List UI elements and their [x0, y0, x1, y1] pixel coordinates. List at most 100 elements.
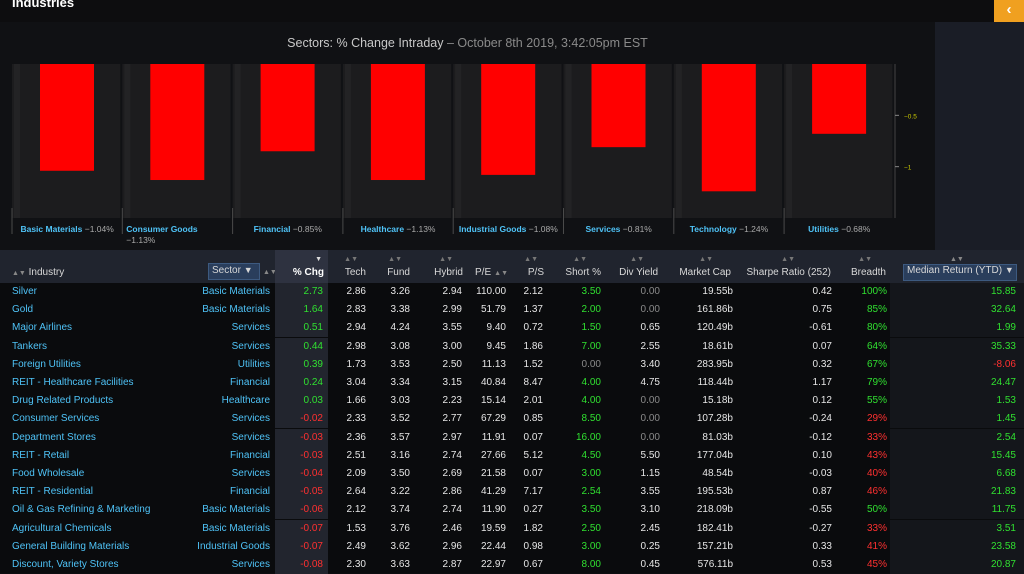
col-header-ps[interactable]: ▲▼ P/S — [524, 256, 544, 278]
pe-cell: 15.14 — [480, 395, 506, 407]
col-header-short[interactable]: ▲▼ Short % — [565, 256, 601, 278]
industry-link[interactable]: Gold — [12, 304, 34, 316]
hybrid-cell: 2.97 — [442, 431, 462, 443]
breadth-cell: 79% — [866, 377, 887, 388]
sharpe-cell: -0.24 — [809, 413, 832, 425]
tech-cell: 2.86 — [346, 286, 366, 297]
industry-link[interactable]: Foreign Utilities — [12, 358, 81, 370]
short-cell: 2.00 — [581, 304, 601, 316]
category-label: Technology −1.24% — [690, 224, 769, 234]
sector-bar-chart: Basic Materials −1.04% Consumer Goods−1.1… — [11, 64, 917, 245]
pct-chg-column-bg — [275, 556, 328, 574]
industry-link[interactable]: Drug Related Products — [12, 395, 114, 407]
table-row[interactable]: Foreign Utilities Utilities 0.39 1.73 3.53 2.… — [0, 355, 1024, 374]
pct-chg-column-bg — [275, 446, 328, 465]
table-row[interactable]: Oil & Gas Refining & Marketing Basic Mate… — [0, 501, 1024, 520]
table-row[interactable]: Tankers Services 0.44 2.98 3.08 3.00 9.45 1.86 7… — [0, 337, 1024, 356]
col-header-sharpe[interactable]: ▲▼ Sharpe Ratio (252) — [746, 256, 832, 278]
table-row[interactable]: Drug Related Products Healthcare 0.03 1.66 3… — [0, 392, 1024, 411]
short-cell: 3.00 — [581, 540, 601, 552]
pct-chg-cell: 1.64 — [303, 304, 323, 316]
industry-link[interactable]: Major Airlines — [12, 322, 73, 334]
industry-link[interactable]: General Building Materials — [12, 540, 130, 552]
col-header-breadth[interactable]: ▲▼ Breadth — [850, 256, 886, 278]
industry-link[interactable]: Agricultural Chemicals — [12, 522, 112, 534]
col-header-hybrid[interactable]: ▲▼ Hybrid — [434, 256, 463, 278]
industry-link[interactable]: Tankers — [12, 340, 48, 352]
industry-link[interactable]: Department Stores — [12, 431, 96, 443]
median-column-bg — [890, 519, 1024, 538]
median-return-cell: 24.47 — [990, 377, 1016, 388]
category-label: Services −0.81% — [585, 224, 652, 234]
table-row[interactable]: Consumer Services Services -0.02 2.33 3.52 2.… — [0, 410, 1024, 429]
table-row[interactable]: Department Stores Services -0.03 2.36 3.57 2.… — [0, 428, 1024, 447]
industry-link[interactable]: REIT - Retail — [12, 449, 70, 461]
breadth-cell: 33% — [866, 522, 887, 534]
sector-chart-panel: Sectors: % Change Intraday – October 8th… — [0, 22, 935, 250]
industry-link[interactable]: Consumer Services — [12, 413, 100, 425]
table-row[interactable]: REIT - Residential Financial -0.05 2.64 3.22… — [0, 483, 1024, 502]
chart-column-edge — [344, 64, 351, 218]
sector-cell: Financial — [229, 486, 270, 498]
table-row[interactable]: Major Airlines Services 0.51 2.94 4.24 3.55 9.… — [0, 319, 1024, 338]
col-header-industry[interactable]: ▲▼ Industry — [12, 267, 65, 278]
tech-cell: 2.33 — [346, 413, 366, 425]
chart-title-line: Sectors: % Change Intraday – October 8th… — [287, 36, 648, 50]
table-row[interactable]: REIT - Retail Financial -0.03 2.51 3.16 2.74 2… — [0, 446, 1024, 465]
sector-cell: Financial — [229, 449, 270, 461]
col-header-sector[interactable]: Sector ▼ ▲▼ — [200, 250, 277, 283]
category-value-label: −0.68% — [839, 224, 871, 234]
short-cell: 4.50 — [581, 449, 601, 461]
short-cell: 16.00 — [575, 431, 601, 443]
chart-column-edge — [786, 64, 793, 218]
col-header-tech[interactable]: ▲▼ Tech — [344, 256, 366, 278]
col-header-median-return[interactable]: ▲▼ Median Return (YTD) ▼ — [890, 250, 1024, 283]
industry-link[interactable]: Silver — [12, 286, 38, 297]
table-row[interactable]: Discount, Variety Stores Services -0.08 2.3… — [0, 556, 1024, 574]
table-row[interactable]: Agricultural Chemicals Basic Materials -0.… — [0, 519, 1024, 538]
col-header-pe[interactable]: P/E ▲▼ — [475, 267, 508, 278]
median-column-bg — [890, 374, 1024, 392]
col-header-pct-chg[interactable]: ▼ % Chg — [275, 250, 328, 283]
sort-icon: ▲▼ — [388, 256, 402, 263]
median-return-cell: -8.06 — [993, 358, 1016, 370]
ps-cell: 5.12 — [523, 449, 543, 461]
industry-link[interactable]: Oil & Gas Refining & Marketing — [12, 504, 151, 516]
sharpe-cell: 0.75 — [812, 304, 832, 316]
fund-cell: 3.50 — [390, 468, 410, 479]
fund-cell: 3.08 — [390, 340, 410, 352]
bar-consumer-goods — [150, 64, 205, 181]
market-cap-cell: 18.61b — [702, 340, 733, 352]
median-column-bg — [890, 537, 1024, 556]
category-name-label: Services — [585, 224, 620, 234]
hybrid-cell: 2.77 — [442, 413, 462, 425]
table-row[interactable]: Gold Basic Materials 1.64 2.83 3.38 2.99 51.79… — [0, 301, 1024, 320]
table-row[interactable]: REIT - Healthcare Facilities Financial 0.2… — [0, 374, 1024, 392]
hybrid-cell: 2.96 — [442, 540, 462, 552]
tech-cell: 2.83 — [346, 304, 366, 316]
sort-icon: ▲▼ — [950, 256, 964, 263]
breadth-cell: 64% — [866, 340, 887, 352]
filter-icon: ▼ — [1004, 265, 1014, 275]
table-row[interactable]: Silver Basic Materials 2.73 2.86 3.26 2.94 110… — [0, 283, 1024, 301]
industry-link[interactable]: Food Wholesale — [12, 468, 85, 479]
div-yield-cell: 0.45 — [640, 559, 660, 570]
table-row[interactable]: Food Wholesale Services -0.04 2.09 3.50 2.69 2… — [0, 465, 1024, 483]
div-yield-cell: 2.55 — [640, 340, 660, 352]
col-header-market-cap[interactable]: ▲▼ Market Cap — [679, 256, 731, 278]
title-bar: Industries — [0, 0, 1024, 22]
industry-link[interactable]: REIT - Healthcare Facilities — [12, 377, 134, 388]
industry-link[interactable]: Discount, Variety Stores — [12, 559, 119, 570]
short-cell: 1.50 — [581, 322, 601, 334]
chart-subtitle: October 8th 2019, 3:42:05pm EST — [457, 36, 648, 50]
table-row[interactable]: General Building Materials Industrial Goo… — [0, 537, 1024, 556]
tech-cell: 2.12 — [346, 504, 366, 516]
col-header-div-yield[interactable]: ▲▼ Div Yield — [619, 256, 658, 278]
sector-cell: Basic Materials — [202, 522, 270, 534]
median-column-bg — [890, 337, 1024, 356]
industry-link[interactable]: REIT - Residential — [12, 486, 93, 498]
col-header-fund[interactable]: ▲▼ Fund — [387, 256, 410, 278]
chevron-left-icon[interactable]: ‹ — [994, 0, 1024, 22]
div-yield-cell: 3.55 — [640, 486, 660, 498]
pct-chg-cell: -0.05 — [300, 486, 323, 498]
